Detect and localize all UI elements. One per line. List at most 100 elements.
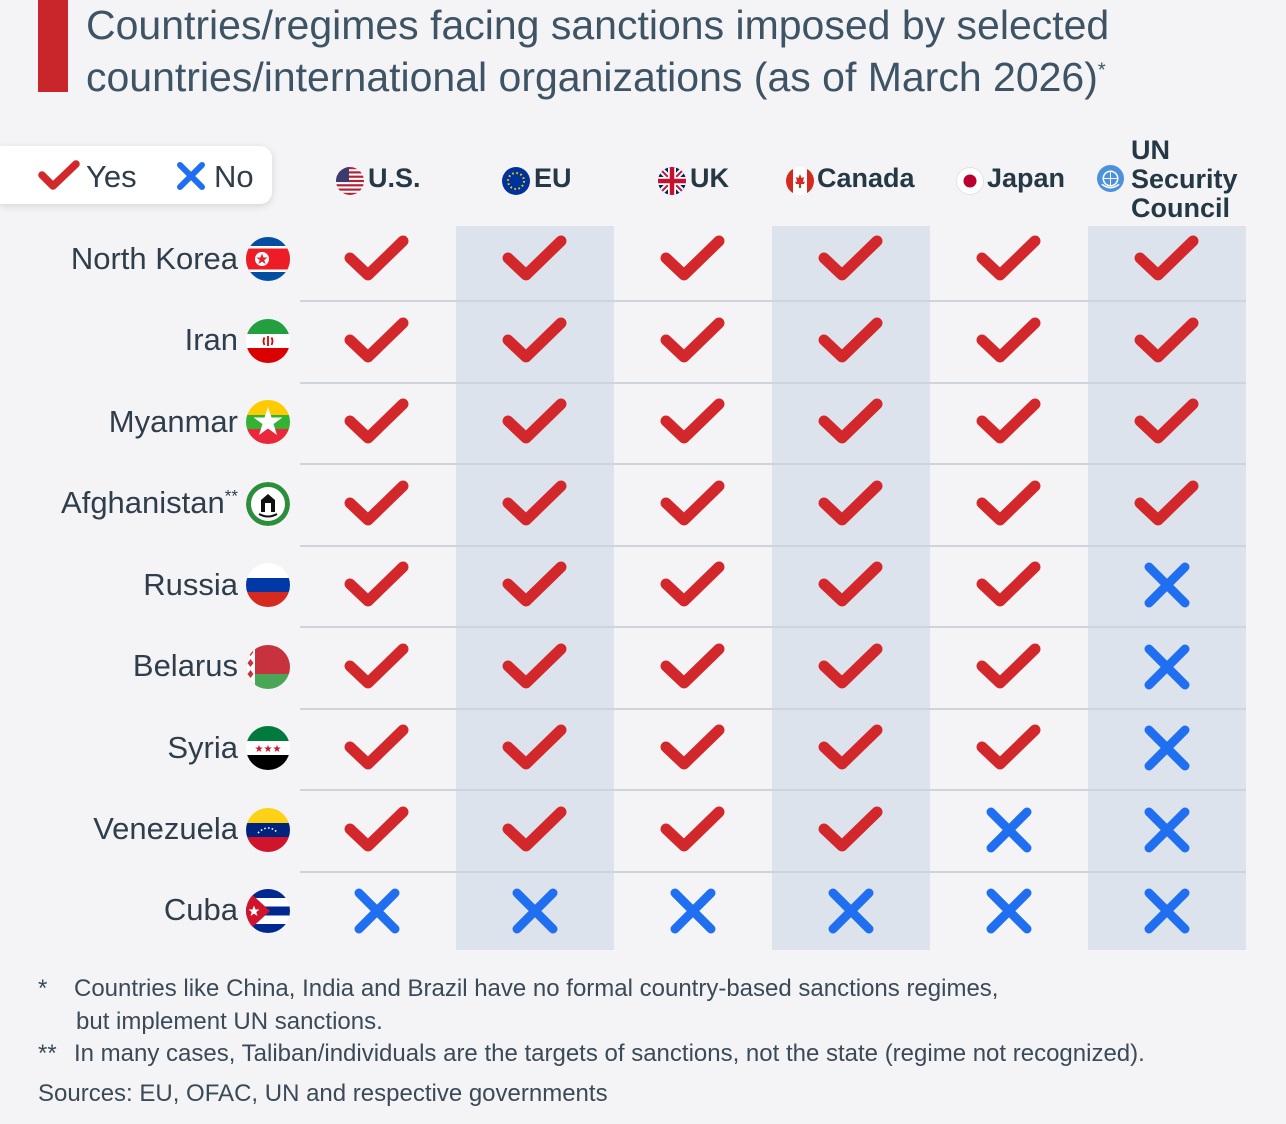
footnote-1-line-2: but implement UN sanctions. — [76, 1008, 383, 1035]
footnote-1-marker: * — [38, 975, 48, 1002]
svg-text:★★★: ★★★ — [255, 744, 282, 755]
check-icon-venezuela-us — [344, 806, 409, 851]
venezuela-flag-icon — [246, 808, 290, 852]
legend-x-icon — [177, 162, 205, 190]
check-icon-venezuela-eu — [502, 806, 567, 851]
title-accent-bar — [38, 0, 68, 92]
footnote-1-line-1: * Countries like China, India and Brazil … — [38, 975, 999, 1002]
row-label-north-korea: North Korea — [70, 241, 238, 276]
row-label-afghanistan: Afghanistan** — [61, 485, 238, 520]
row-label-belarus: Belarus — [132, 648, 238, 683]
row-separator — [300, 626, 1246, 628]
check-icon-afghanistan-japan — [976, 480, 1041, 525]
row-label-iran: Iran — [184, 322, 238, 357]
x-icon-cuba-japan — [986, 888, 1032, 934]
check-icon-belarus-eu — [502, 643, 567, 688]
check-icon-north-korea-canada — [818, 235, 883, 281]
check-icon-afghanistan-us — [344, 480, 409, 525]
russia-flag-icon — [246, 563, 290, 607]
check-icon-myanmar-un — [1134, 398, 1199, 444]
legend-yes-label: Yes — [86, 159, 137, 194]
us-flag-icon — [336, 167, 364, 195]
check-icon-syria-eu — [502, 724, 567, 770]
cuba-flag-icon — [246, 889, 290, 933]
iran-flag-icon — [246, 319, 290, 363]
check-icon-myanmar-us — [344, 398, 409, 444]
check-icon-russia-eu — [502, 561, 567, 607]
row-separator — [300, 545, 1246, 547]
title-line-1: Countries/regimes facing sanctions impos… — [86, 2, 1110, 48]
check-icon-afghanistan-uk — [660, 480, 725, 525]
north-korea-flag-icon — [246, 237, 290, 281]
x-icon-venezuela-japan — [986, 807, 1032, 852]
x-icon-belarus-un — [1144, 644, 1190, 689]
x-icon-venezuela-un — [1144, 807, 1190, 852]
row-label-syria: Syria — [167, 730, 238, 765]
check-icon-russia-canada — [818, 561, 883, 607]
footnote-2-marker: ** — [38, 1040, 57, 1067]
legend: Yes No — [0, 146, 272, 204]
myanmar-flag-icon — [246, 400, 290, 444]
check-icon-belarus-japan — [976, 643, 1041, 688]
row-separator — [300, 382, 1246, 384]
x-icon-cuba-eu — [512, 888, 558, 934]
row-separator — [300, 708, 1246, 710]
check-icon-north-korea-us — [344, 235, 409, 281]
check-icon-iran-un — [1134, 317, 1199, 362]
row-separator — [300, 300, 1246, 302]
afghanistan-footnote-marker: ** — [224, 486, 238, 506]
check-icon-myanmar-japan — [976, 398, 1041, 444]
check-icon-myanmar-canada — [818, 398, 883, 444]
title-footnote-marker: * — [1097, 59, 1106, 82]
x-icon-cuba-canada — [828, 888, 874, 934]
legend-no-label: No — [214, 159, 254, 194]
check-icon-syria-japan — [976, 724, 1041, 770]
uk-flag-icon — [658, 167, 686, 195]
x-icon-cuba-us — [354, 888, 400, 934]
syria-flag-icon: ★★★ — [246, 726, 290, 770]
row-label-cuba: Cuba — [163, 892, 238, 927]
afghanistan-flag-icon — [246, 482, 290, 526]
check-icon-north-korea-eu — [502, 235, 567, 281]
sources: Sources: EU, OFAC, UN and respective gov… — [38, 1080, 608, 1107]
footnote-2: ** In many cases, Taliban/individuals are… — [38, 1040, 1145, 1067]
belarus-flag-icon — [246, 645, 290, 689]
x-icon-cuba-uk — [670, 888, 716, 934]
check-icon-syria-canada — [818, 724, 883, 770]
japan-flag-icon — [956, 167, 984, 195]
check-icon-russia-us — [344, 561, 409, 607]
check-icon-syria-us — [344, 724, 409, 770]
check-icon-venezuela-canada — [818, 806, 883, 851]
x-icon-russia-un — [1144, 562, 1190, 608]
un-emblem-icon — [1097, 165, 1124, 192]
row-separator — [300, 789, 1246, 791]
check-icon-myanmar-uk — [660, 398, 725, 444]
row-label-venezuela: Venezuela — [93, 811, 238, 846]
check-icon-syria-uk — [660, 724, 725, 770]
title-line-2: countries/international organizations (a… — [86, 54, 1106, 100]
check-icon-belarus-us — [344, 643, 409, 688]
check-icon-russia-uk — [660, 561, 725, 607]
check-icon-iran-us — [344, 317, 409, 362]
check-icon-north-korea-uk — [660, 235, 725, 281]
check-icon-belarus-uk — [660, 643, 725, 688]
check-icon-north-korea-un — [1134, 235, 1199, 281]
x-icon-cuba-un — [1144, 888, 1190, 934]
row-separator — [300, 871, 1246, 873]
check-icon-russia-japan — [976, 561, 1041, 607]
check-icon-afghanistan-canada — [818, 480, 883, 525]
check-icon-afghanistan-eu — [502, 480, 567, 525]
check-icon-iran-eu — [502, 317, 567, 362]
check-icon-iran-uk — [660, 317, 725, 362]
check-icon-belarus-canada — [818, 643, 883, 688]
row-separator — [300, 463, 1246, 465]
row-label-myanmar: Myanmar — [108, 404, 238, 439]
eu-flag-icon — [502, 167, 530, 195]
legend-check-icon — [38, 160, 80, 190]
canada-flag-icon — [786, 167, 814, 195]
check-icon-iran-canada — [818, 317, 883, 362]
check-icon-iran-japan — [976, 317, 1041, 362]
check-icon-afghanistan-un — [1134, 480, 1199, 525]
check-icon-myanmar-eu — [502, 398, 567, 444]
x-icon-syria-un — [1144, 725, 1190, 771]
